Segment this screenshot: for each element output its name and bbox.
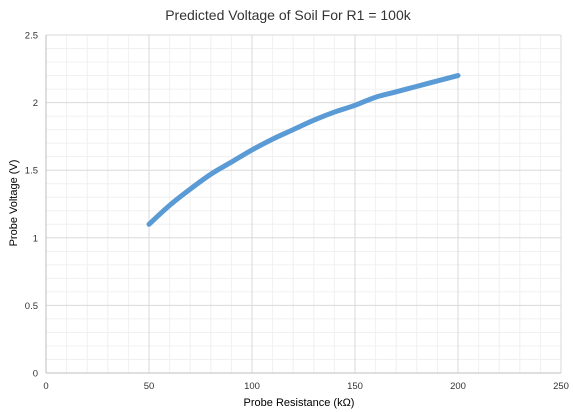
y-axis-label: Probe Voltage (V) bbox=[8, 160, 20, 247]
x-tick-label: 0 bbox=[43, 381, 48, 392]
x-tick-label: 50 bbox=[144, 381, 155, 392]
y-tick-label: 0 bbox=[33, 369, 38, 380]
data-series bbox=[146, 73, 461, 227]
y-tick-label: 2 bbox=[33, 98, 38, 109]
y-tick-labels: 0 0.5 1 1.5 2 2.5 bbox=[25, 31, 38, 380]
x-axis-label: Probe Resistance (kΩ) bbox=[244, 397, 355, 409]
x-tick-labels: 0 50 100 150 200 250 bbox=[43, 381, 569, 392]
x-tick-label: 150 bbox=[347, 381, 363, 392]
axes bbox=[45, 35, 561, 374]
minor-gridlines bbox=[46, 35, 561, 373]
chart-title: Predicted Voltage of Soil For R1 = 100k bbox=[165, 7, 412, 23]
y-tick-label: 2.5 bbox=[25, 31, 38, 42]
y-tick-label: 1.5 bbox=[25, 166, 38, 177]
y-tick-label: 0.5 bbox=[25, 301, 38, 312]
major-gridlines bbox=[46, 34, 562, 373]
x-tick-label: 250 bbox=[553, 381, 569, 392]
x-tick-label: 100 bbox=[244, 381, 260, 392]
y-tick-label: 1 bbox=[33, 233, 38, 244]
series-line-0 bbox=[146, 73, 461, 227]
x-tick-label: 200 bbox=[450, 381, 466, 392]
